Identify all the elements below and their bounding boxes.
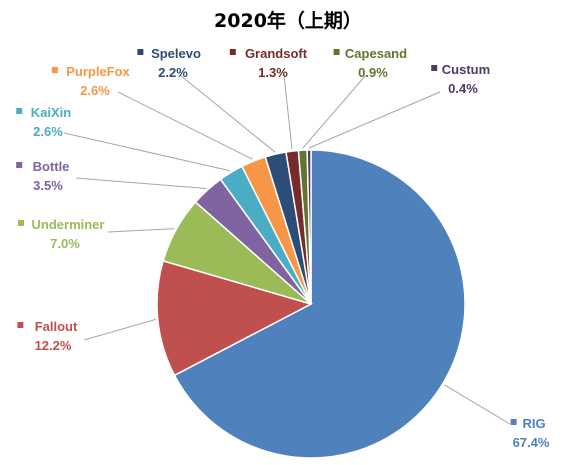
series-label: Grandsoft [245, 46, 308, 61]
data-label-capesand: Capesand 0.9% [333, 46, 407, 80]
data-label-spelevo: Spelevo 2.2% [137, 46, 201, 80]
percent-label: 1.3% [258, 65, 288, 80]
series-label: Fallout [35, 319, 78, 334]
legend-key-square [18, 220, 24, 226]
data-label-underminer: Underminer 7.0% [18, 217, 104, 251]
series-label: KaiXin [31, 105, 72, 120]
leader-line-custum [308, 91, 441, 149]
series-label: Underminer [32, 217, 105, 232]
percent-label: 2.6% [33, 124, 63, 139]
data-label-grandsoft: Grandsoft 1.3% [229, 46, 308, 80]
leader-line-purplefox [117, 91, 253, 160]
series-label: Spelevo [151, 46, 201, 61]
series-label: Bottle [33, 159, 70, 174]
percent-label: 0.9% [358, 65, 388, 80]
percent-label: 2.6% [80, 83, 110, 98]
leader-line-capesand [302, 74, 367, 149]
legend-key-square [510, 419, 517, 425]
legend-key-square [137, 49, 144, 55]
data-label-custum: Custum 0.4% [431, 62, 490, 96]
percent-label: 12.2% [35, 338, 72, 353]
data-label-fallout: Fallout 12.2% [17, 319, 78, 353]
leader-line-fallout [83, 318, 156, 341]
legend-key-square [51, 67, 58, 73]
leader-line-kaixin [63, 132, 231, 172]
legend-key-square [333, 49, 340, 55]
data-label-kaixin: KaiXin 2.6% [16, 105, 71, 139]
legend-key-square [229, 49, 236, 55]
pie-slice-custum [306, 149, 312, 305]
percent-label: 0.4% [448, 81, 478, 96]
leader-lines [63, 74, 511, 425]
pie-slice-fallout [156, 259, 313, 377]
data-label-bottle: Bottle 3.5% [16, 159, 69, 193]
chart-title: 2020年（上期） [214, 9, 362, 32]
percent-label: 7.0% [50, 236, 80, 251]
data-label-rig: RIG 67.4% [510, 416, 550, 450]
legend-key-square [16, 108, 23, 114]
leader-line-rig [444, 384, 511, 425]
pie-slice-rig [173, 149, 466, 459]
series-label: Custum [442, 62, 490, 77]
series-label: RIG [522, 416, 545, 431]
pie-slices [156, 149, 466, 459]
leader-line-grandsoft [283, 74, 293, 150]
legend-key-square [16, 162, 23, 168]
series-label: PurpleFox [66, 64, 130, 79]
percent-label: 2.2% [158, 65, 188, 80]
percent-label: 3.5% [33, 178, 63, 193]
series-label: Capesand [345, 46, 407, 61]
legend-key-square [17, 322, 24, 328]
leader-line-spelevo [179, 74, 276, 153]
data-label-purplefox: PurpleFox 2.6% [51, 64, 131, 98]
leader-line-bottle [75, 177, 207, 189]
leader-line-underminer [107, 228, 175, 233]
percent-label: 67.4% [513, 435, 550, 450]
data-labels: RIG 67.4% Fallout 12.2% Underminer 7.0% Bottle… [16, 46, 550, 450]
legend-key-square [431, 65, 438, 71]
